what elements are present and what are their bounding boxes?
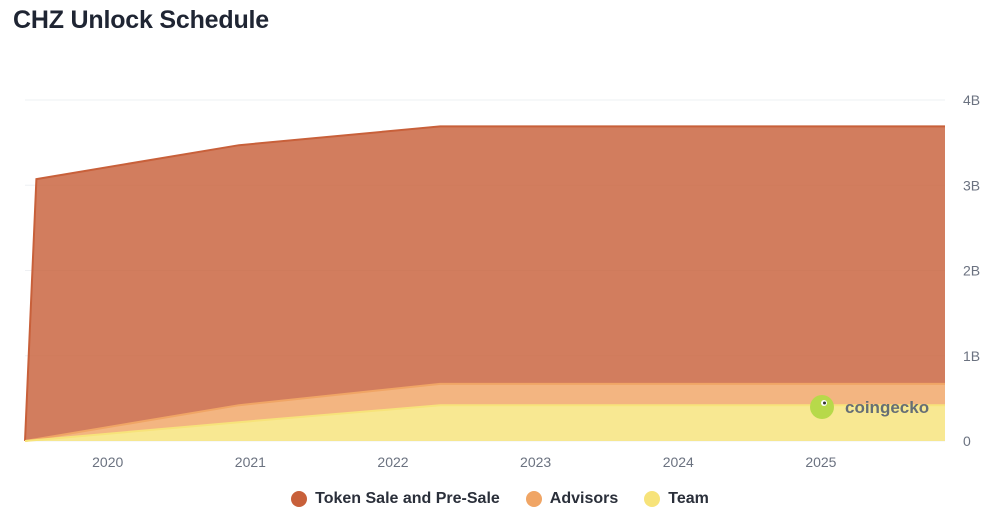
- legend-swatch-advisors: [525, 491, 542, 507]
- chart-area[interactable]: 0 1B 2B 3B 4B 2020 2021 2022 2023 2024 2025 coingec…: [0, 0, 1000, 490]
- x-tick-label: 2020: [92, 454, 123, 470]
- legend-label-team: Team: [668, 490, 709, 507]
- y-tick-label: 4B: [963, 92, 980, 108]
- area-team: [25, 405, 945, 441]
- gecko-logo-icon: [810, 395, 834, 419]
- page-title: CHZ Unlock Schedule: [13, 6, 269, 34]
- line-token-sale-and-pre-sale: [24, 125, 945, 442]
- legend-item-token-sale[interactable]: Token Sale and Pre-Sale: [291, 490, 500, 508]
- x-tick-label: 2024: [663, 454, 694, 470]
- coingecko-watermark: coingecko: [810, 395, 929, 419]
- legend-swatch-token-sale: [291, 491, 308, 507]
- watermark-text: coingecko: [845, 398, 929, 417]
- legend-swatch-team: [644, 491, 661, 507]
- gecko-pupil-icon: [823, 401, 826, 405]
- area-token-sale-and-pre-sale: [25, 126, 945, 442]
- legend-label-token-sale: Token Sale and Pre-Sale: [315, 490, 500, 507]
- y-tick-label: 1B: [963, 348, 980, 364]
- line-team: [24, 404, 945, 442]
- x-tick-label: 2022: [377, 454, 408, 470]
- x-tick-label: 2021: [235, 454, 266, 470]
- legend-label-advisors: Advisors: [549, 490, 619, 507]
- area-advisors: [25, 383, 945, 441]
- x-tick-label: 2025: [805, 454, 836, 470]
- legend-item-team[interactable]: Team: [644, 490, 709, 508]
- y-tick-label: 3B: [963, 177, 980, 193]
- chart-legend: Token Sale and Pre-Sale Advisors Team: [0, 490, 1000, 508]
- x-tick-label: 2023: [520, 454, 551, 470]
- legend-item-advisors[interactable]: Advisors: [525, 490, 619, 508]
- y-tick-label: 0: [963, 433, 971, 449]
- y-tick-label: 2B: [963, 263, 980, 279]
